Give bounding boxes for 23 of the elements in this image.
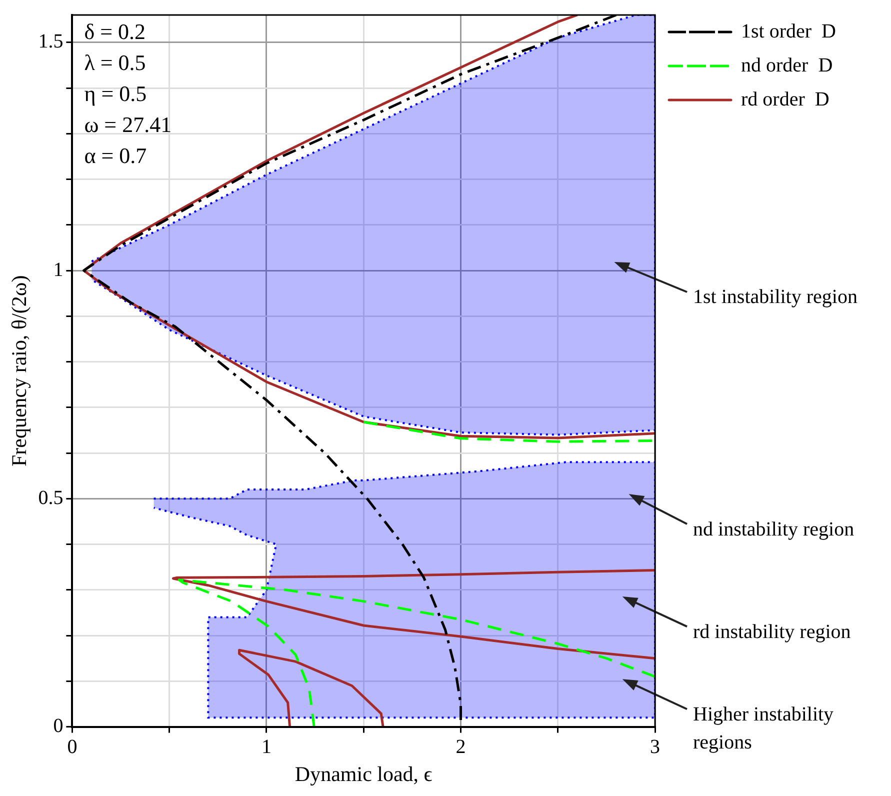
annotation: λ = 0.5 (84, 50, 146, 75)
text: nd instability region (693, 518, 854, 540)
y-tick-label: 0.5 (38, 486, 64, 509)
annotation: ω = 27.41 (84, 112, 172, 137)
x-axis-title: Dynamic load, ϵ (294, 762, 433, 786)
x-tick-label: 3 (650, 736, 660, 758)
text: 1st instability region (693, 286, 858, 308)
legend-label: nd order D (741, 54, 833, 76)
legend-label: 1st order D (741, 20, 836, 42)
text: rd instability region (693, 620, 851, 643)
line-series (178, 578, 656, 727)
annotation: α = 0.7 (84, 142, 147, 168)
y-axis-title: Frequency raio, θ/(2ω) (7, 275, 32, 467)
x-tick-label: 0 (67, 736, 78, 758)
y-tick-label: 1.5 (38, 30, 64, 53)
legend-label: rd order D (741, 88, 830, 110)
y-tick-label: 0 (53, 715, 64, 738)
x-tick-label: 1 (261, 736, 272, 758)
annotation: δ = 0.2 (84, 18, 146, 44)
x-tick-label: 2 (456, 736, 466, 758)
text: Higher instability regions (693, 703, 834, 754)
y-tick-label: 1 (53, 258, 64, 281)
annotation: η = 0.5 (84, 80, 147, 106)
